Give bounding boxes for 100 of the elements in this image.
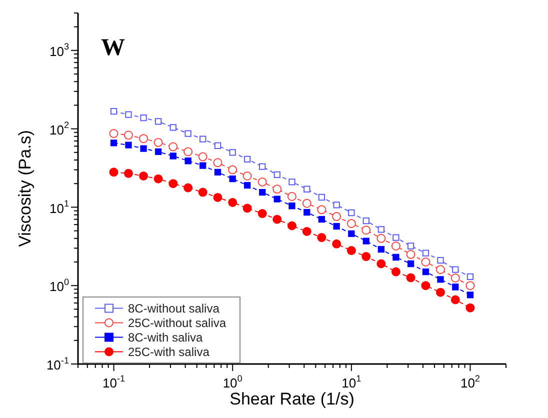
point xyxy=(436,265,445,274)
point xyxy=(421,281,430,290)
x-axis-title: Shear Rate (1/s) xyxy=(230,390,354,409)
point xyxy=(184,158,192,164)
point xyxy=(318,194,326,201)
point xyxy=(348,209,355,216)
point xyxy=(318,216,326,223)
point xyxy=(332,212,342,222)
point xyxy=(140,114,147,122)
point xyxy=(362,226,371,235)
point xyxy=(436,288,445,297)
point xyxy=(450,274,460,283)
point xyxy=(391,267,400,276)
point xyxy=(258,209,267,218)
point xyxy=(109,168,118,177)
legend-label: 8C-without saliva xyxy=(128,302,220,316)
point xyxy=(272,184,282,194)
point xyxy=(200,162,206,169)
point xyxy=(317,233,326,242)
point xyxy=(466,292,474,298)
point xyxy=(407,260,414,268)
point xyxy=(302,226,312,236)
point xyxy=(362,252,371,262)
point xyxy=(125,111,132,118)
point xyxy=(422,268,430,276)
point xyxy=(242,204,252,213)
legend-label: 8C-with saliva xyxy=(128,330,204,345)
point xyxy=(348,230,355,237)
point xyxy=(242,172,252,181)
point xyxy=(362,238,370,244)
point xyxy=(184,147,193,156)
point xyxy=(170,124,176,131)
point xyxy=(346,246,356,256)
point xyxy=(214,142,222,149)
point xyxy=(406,250,416,259)
point xyxy=(213,158,222,168)
point xyxy=(259,163,266,170)
point xyxy=(258,177,267,186)
point xyxy=(317,205,326,214)
point xyxy=(450,295,460,304)
point xyxy=(362,218,370,224)
point xyxy=(466,281,475,290)
annotation: W xyxy=(101,35,125,62)
point xyxy=(376,259,386,268)
point xyxy=(213,192,222,202)
point xyxy=(421,258,430,266)
point xyxy=(229,176,236,182)
point xyxy=(110,108,118,115)
point xyxy=(452,266,459,273)
point xyxy=(392,234,400,241)
point xyxy=(466,273,474,280)
point xyxy=(184,183,193,192)
point xyxy=(378,246,384,253)
point xyxy=(437,257,444,264)
point xyxy=(287,192,296,201)
point xyxy=(228,165,238,174)
point xyxy=(200,136,206,142)
point xyxy=(228,198,238,207)
point xyxy=(272,214,282,224)
point xyxy=(274,196,280,202)
point xyxy=(125,142,132,148)
legend-label: 25C-without saliva xyxy=(128,316,226,330)
point xyxy=(124,168,133,178)
point xyxy=(198,188,208,197)
point xyxy=(140,145,147,152)
point xyxy=(154,174,163,184)
point xyxy=(124,130,133,140)
point xyxy=(302,198,312,208)
y-axis-title: Viscosity (Pa.s) xyxy=(16,130,35,247)
point xyxy=(139,134,148,144)
point xyxy=(437,276,444,283)
point xyxy=(452,284,459,290)
point xyxy=(244,156,251,162)
point xyxy=(154,148,162,156)
point xyxy=(259,188,266,196)
point xyxy=(287,221,296,230)
point xyxy=(288,202,296,210)
point xyxy=(110,140,118,146)
point xyxy=(170,152,176,160)
point xyxy=(376,234,386,243)
point xyxy=(378,226,384,233)
point xyxy=(391,242,400,250)
point xyxy=(244,182,251,189)
point xyxy=(304,186,310,192)
point xyxy=(333,202,340,208)
point xyxy=(274,171,280,178)
point xyxy=(154,138,163,147)
point xyxy=(154,118,162,125)
point xyxy=(406,273,416,282)
point xyxy=(332,239,342,248)
point xyxy=(184,130,192,137)
point xyxy=(288,178,296,186)
point xyxy=(214,168,222,176)
point xyxy=(333,223,340,230)
point xyxy=(392,254,400,261)
point xyxy=(168,142,178,152)
point xyxy=(198,152,208,162)
point xyxy=(422,250,430,256)
point xyxy=(109,129,118,138)
legend-label: 25C-with saliva xyxy=(128,345,210,360)
